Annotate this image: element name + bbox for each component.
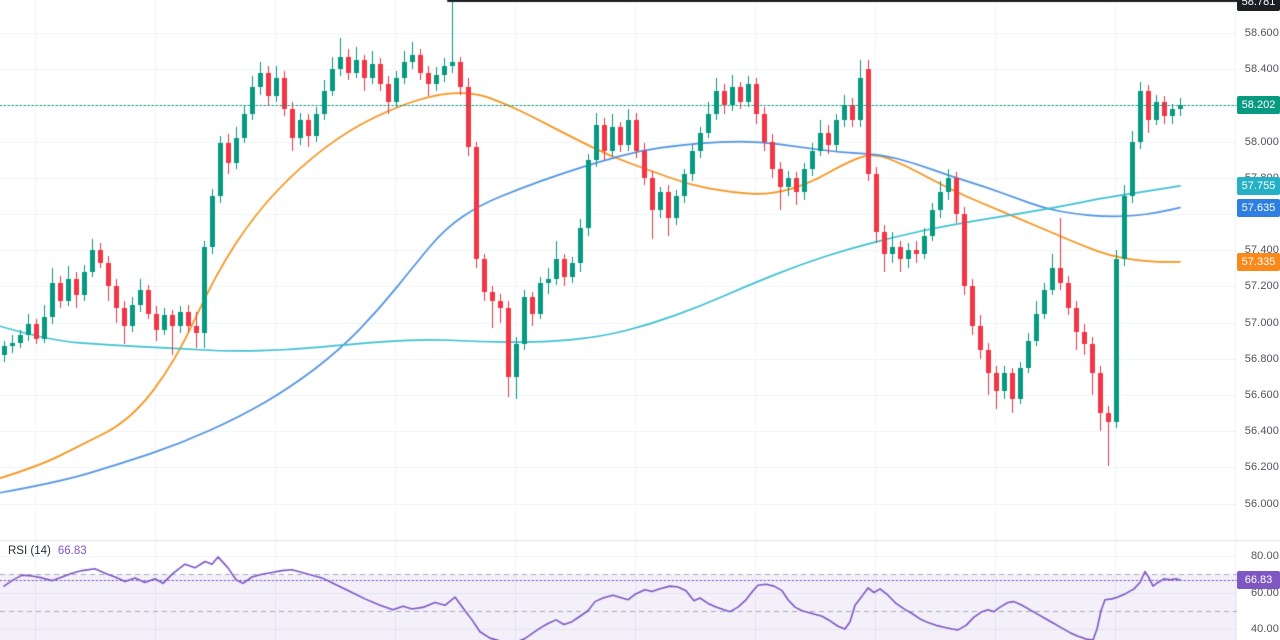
price-axis[interactable] [1237,0,1280,640]
price-pane[interactable] [0,0,1237,540]
rsi-pane[interactable] [0,540,1237,640]
